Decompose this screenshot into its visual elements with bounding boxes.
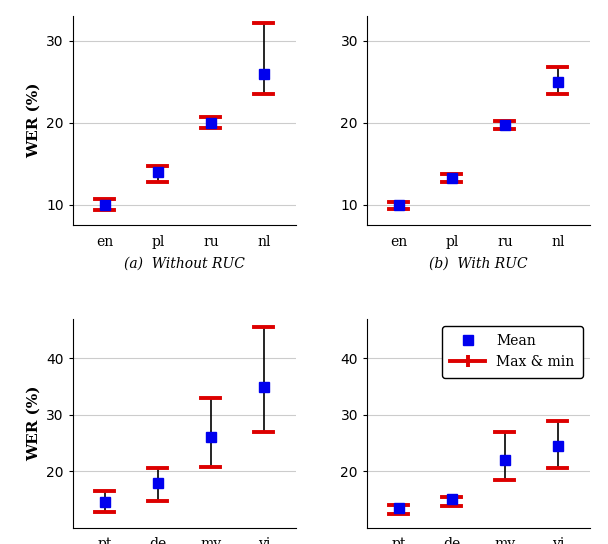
X-axis label: (a)  Without RUC: (a) Without RUC (124, 257, 245, 271)
Legend: Mean, Max & min: Mean, Max & min (442, 326, 583, 378)
Y-axis label: WER (%): WER (%) (27, 83, 41, 158)
X-axis label: (b)  With RUC: (b) With RUC (429, 257, 528, 271)
Y-axis label: WER (%): WER (%) (27, 386, 41, 461)
